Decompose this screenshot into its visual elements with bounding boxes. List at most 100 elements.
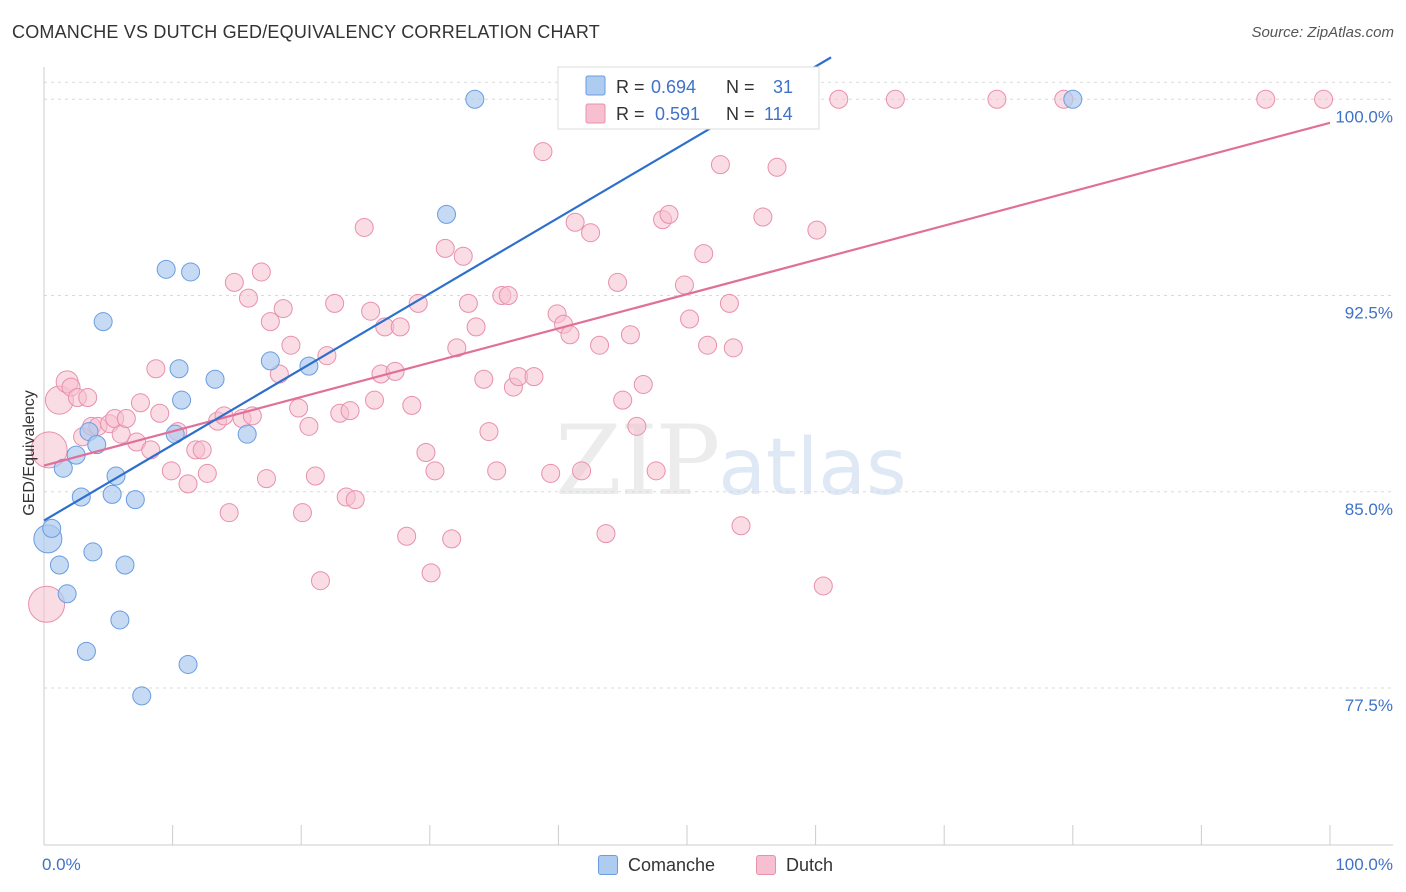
data-point-dutch — [390, 317, 410, 337]
data-point-dutch — [633, 374, 653, 394]
data-point-dutch — [698, 335, 718, 355]
data-point-dutch — [273, 299, 293, 319]
y-tick-label: 77.5% — [1345, 696, 1393, 715]
comanche-points — [33, 89, 1083, 706]
legend-n-label-comanche: N = — [726, 77, 755, 97]
data-point-comanche — [169, 359, 189, 379]
data-point-dutch — [807, 220, 827, 240]
data-point-dutch — [487, 461, 507, 481]
data-point-dutch — [435, 238, 455, 258]
y-tick-label: 92.5% — [1345, 304, 1393, 323]
data-point-dutch — [590, 335, 610, 355]
data-point-dutch — [251, 262, 271, 282]
data-point-comanche — [42, 518, 62, 538]
data-point-dutch — [541, 463, 561, 483]
data-point-dutch — [710, 155, 730, 175]
data-point-comanche — [93, 312, 113, 332]
series-legend: Comanche Dutch — [0, 852, 1406, 878]
data-point-dutch — [289, 398, 309, 418]
data-point-dutch — [224, 272, 244, 292]
data-point-dutch — [402, 395, 422, 415]
data-point-dutch — [731, 516, 751, 536]
data-point-dutch — [829, 89, 849, 109]
data-point-dutch — [723, 338, 743, 358]
data-point-comanche — [115, 555, 135, 575]
data-point-dutch — [238, 288, 258, 308]
legend-r-label-dutch: R = — [616, 104, 645, 124]
data-point-dutch — [565, 212, 585, 232]
data-point-dutch — [340, 401, 360, 421]
data-point-dutch — [256, 469, 276, 489]
data-point-dutch — [560, 325, 580, 345]
data-point-dutch — [178, 474, 198, 494]
data-point-comanche — [102, 484, 122, 504]
source-label: Source: ZipAtlas.com — [1251, 24, 1394, 41]
trend-lines — [43, 56, 1331, 522]
legend-swatch-dutch-bottom — [756, 855, 776, 875]
legend-swatch-dutch — [585, 103, 606, 124]
axis-labels: 77.5% 85.0% 92.5% 100.0% 0.0% 100.0% GED/Equiv… — [21, 107, 1393, 874]
data-point-dutch — [197, 463, 217, 483]
data-point-comanche — [83, 542, 103, 562]
data-point-dutch — [474, 369, 494, 389]
data-point-dutch — [627, 416, 647, 436]
data-point-comanche — [437, 204, 457, 224]
legend-swatch-comanche-bottom — [598, 855, 618, 875]
axes — [43, 67, 1393, 846]
data-point-comanche — [465, 89, 485, 109]
legend-r-value-comanche: 0.694 — [651, 77, 696, 97]
legend-r-label-comanche: R = — [616, 77, 645, 97]
data-point-comanche — [205, 369, 225, 389]
trend-line-comanche — [43, 56, 832, 522]
data-point-comanche — [76, 641, 96, 661]
data-point-dutch — [753, 207, 773, 227]
data-point-dutch — [299, 416, 319, 436]
data-point-comanche — [181, 262, 201, 282]
trend-line-dutch — [43, 121, 1331, 467]
data-point-dutch — [572, 461, 592, 481]
data-point-comanche — [110, 610, 130, 630]
data-point-dutch — [28, 585, 66, 623]
data-point-dutch — [141, 440, 161, 460]
data-point-dutch — [659, 204, 679, 224]
x-tick-label: 100.0% — [1335, 855, 1393, 874]
data-point-dutch — [192, 440, 212, 460]
x-tick-label: 0.0% — [42, 855, 81, 874]
data-point-dutch — [694, 244, 714, 264]
legend-swatch-comanche — [585, 75, 606, 96]
y-tick-label: 100.0% — [1335, 107, 1393, 126]
data-point-dutch — [146, 359, 166, 379]
data-point-dutch — [325, 293, 345, 313]
data-point-dutch — [608, 272, 628, 292]
data-point-dutch — [78, 388, 98, 408]
legend-item-dutch[interactable]: Dutch — [756, 852, 833, 878]
data-point-dutch — [260, 312, 280, 332]
data-point-dutch — [479, 422, 499, 442]
data-point-comanche — [156, 259, 176, 279]
data-point-dutch — [447, 338, 467, 358]
legend-r-value-dutch: 0.591 — [655, 104, 700, 124]
data-point-dutch — [150, 403, 170, 423]
data-point-comanche — [87, 435, 107, 455]
data-point-comanche — [172, 390, 192, 410]
data-point-dutch — [524, 367, 544, 387]
data-point-dutch — [596, 524, 616, 544]
legend-item-comanche[interactable]: Comanche — [598, 852, 715, 878]
data-point-dutch — [466, 317, 486, 337]
data-point-dutch — [281, 335, 301, 355]
data-point-dutch — [1256, 89, 1276, 109]
data-point-dutch — [620, 325, 640, 345]
data-point-dutch — [161, 461, 181, 481]
stats-legend: R = 0.694 N = 31 R = 0.591 N = 114 — [557, 66, 820, 130]
data-point-comanche — [53, 458, 73, 478]
data-point-dutch — [613, 390, 633, 410]
data-point-dutch — [30, 431, 68, 469]
data-point-dutch — [1314, 89, 1334, 109]
data-point-dutch — [458, 293, 478, 313]
data-point-dutch — [533, 142, 553, 162]
data-point-dutch — [674, 275, 694, 295]
data-point-dutch — [361, 301, 381, 321]
data-point-comanche — [132, 686, 152, 706]
y-axis-title: GED/Equivalency — [21, 390, 38, 515]
